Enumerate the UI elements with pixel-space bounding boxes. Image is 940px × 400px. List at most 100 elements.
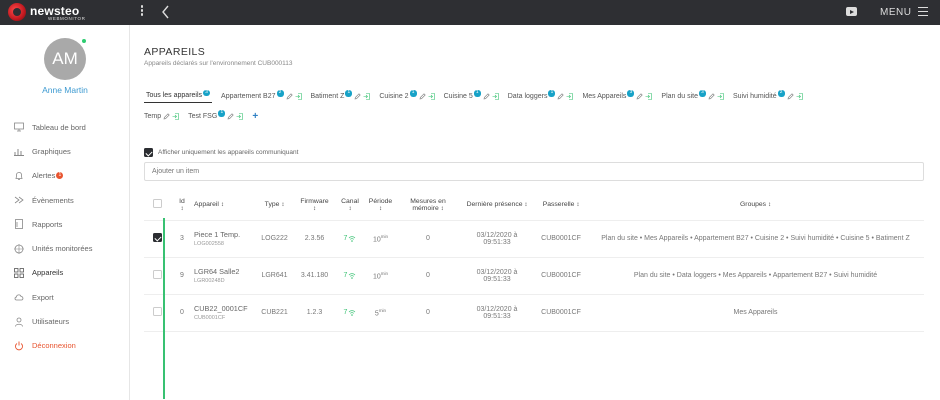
- open-group-icon[interactable]: [492, 92, 499, 100]
- edit-pencil-icon[interactable]: [286, 92, 293, 100]
- sidebar-item-graphiques[interactable]: Graphiques: [14, 139, 129, 163]
- open-group-icon[interactable]: [566, 92, 574, 100]
- period-value: 10: [372, 236, 381, 244]
- tab-group-8[interactable]: Suivi humidité 2: [733, 89, 803, 103]
- edit-pencil-icon[interactable]: [163, 112, 170, 120]
- video-icon[interactable]: [846, 7, 857, 16]
- cloud-upload-icon: [14, 294, 24, 301]
- sidebar-item-deconnexion[interactable]: Déconnexion: [14, 334, 129, 358]
- edit-pencil-icon[interactable]: [708, 92, 715, 100]
- sidebar-item-unites-monitorees[interactable]: Unités monitorées: [14, 236, 129, 260]
- cell-groups: Plan du site • Data loggers • Mes Appare…: [587, 257, 924, 295]
- column-header-measures[interactable]: Mesures en mémoire ↕: [397, 190, 459, 221]
- tab-count-badge: 3: [699, 90, 707, 97]
- sidebar-item-label: Appareils: [32, 268, 64, 278]
- hamburger-icon[interactable]: [918, 7, 928, 16]
- column-header-id[interactable]: Id ↕: [170, 190, 194, 221]
- sidebar-nav: Tableau de bord Graphiques Alertes 1 Évè…: [14, 115, 129, 358]
- open-group-icon[interactable]: [295, 92, 302, 100]
- row-checkbox[interactable]: [152, 233, 162, 242]
- row-select-cell[interactable]: [144, 294, 170, 332]
- sidebar-item-utilisateurs[interactable]: Utilisateurs: [14, 309, 129, 333]
- avatar[interactable]: AM: [44, 38, 86, 80]
- sidebar-item-alertes[interactable]: Alertes 1: [14, 164, 129, 188]
- main-content: APPAREILS Appareils déclarés sur l'envir…: [130, 25, 940, 400]
- user-name[interactable]: Anne Martin: [42, 85, 88, 95]
- sidebar-item-evenements[interactable]: Évènements: [14, 188, 129, 212]
- open-group-icon[interactable]: [428, 92, 435, 100]
- table-row[interactable]: 0 CUB22_0001CF CUB0001CF CUB221 1.2.3 7 5…: [144, 294, 924, 332]
- select-all-checkbox[interactable]: [152, 199, 162, 209]
- edit-pencil-icon[interactable]: [227, 112, 234, 120]
- column-header-type[interactable]: Type ↕: [256, 190, 293, 221]
- tab-label: Cuisine 2: [379, 92, 409, 100]
- edit-pencil-icon[interactable]: [557, 92, 565, 100]
- filter-checkbox[interactable]: [144, 148, 153, 157]
- row-select-cell[interactable]: [144, 220, 170, 258]
- chevron-left-icon[interactable]: [161, 5, 171, 19]
- row-select-cell[interactable]: [144, 257, 170, 295]
- edit-pencil-icon[interactable]: [419, 92, 426, 100]
- sidebar-item-tableau-de-bord[interactable]: Tableau de bord: [14, 115, 129, 139]
- sidebar-item-rapports[interactable]: Rapports: [14, 212, 129, 236]
- table-row[interactable]: 9 LGR64 Salle2 LGR00248D LGR641 3.41.180 …: [144, 257, 924, 295]
- edit-pencil-icon[interactable]: [354, 92, 361, 100]
- crosshair-icon: [14, 243, 24, 254]
- sidebar-item-label: Export: [32, 292, 54, 302]
- edit-pencil-icon[interactable]: [636, 92, 644, 100]
- column-header-last-seen[interactable]: Dernière présence ↕: [459, 190, 535, 221]
- edit-pencil-icon[interactable]: [483, 92, 490, 100]
- table-row[interactable]: 3 Piece 1 Temp. LOG002558 LOG222 2.3.56 7…: [144, 220, 924, 258]
- edit-pencil-icon[interactable]: [787, 92, 794, 100]
- device-code: LGR00248D: [194, 278, 225, 284]
- column-header-firmware[interactable]: Firmware ↕: [293, 190, 336, 221]
- cell-groups: Plan du site • Mes Appareils • Apparteme…: [587, 220, 924, 258]
- page-title: APPAREILS: [144, 46, 206, 58]
- grid-icon: [14, 268, 24, 278]
- filter-label: Afficher uniquement les appareils commun…: [158, 149, 299, 156]
- open-group-icon[interactable]: [236, 112, 244, 120]
- communicating-filter[interactable]: Afficher uniquement les appareils commun…: [144, 148, 298, 157]
- newsteo-logo[interactable]: newsteo WEBMONITOR: [8, 3, 128, 23]
- signal-icon: [349, 236, 356, 242]
- cell-id: 0: [170, 294, 194, 332]
- cell-type: LOG222: [256, 220, 293, 258]
- column-header-period[interactable]: Période ↕: [364, 190, 397, 221]
- tab-group-9[interactable]: Temp: [144, 109, 179, 123]
- period-unit: min: [380, 233, 389, 239]
- open-group-icon[interactable]: [796, 92, 803, 100]
- tab-label: Data loggers: [507, 92, 548, 100]
- tab-group-1[interactable]: Appartement B27 2: [221, 89, 302, 103]
- tab-group-6[interactable]: Mes Appareils 3: [582, 89, 653, 103]
- cell-firmware: 1.2.3: [293, 294, 336, 332]
- row-checkbox[interactable]: [152, 270, 162, 279]
- add-item-input[interactable]: Ajouter un item: [144, 162, 924, 181]
- online-status-icon: [81, 38, 87, 44]
- open-group-icon[interactable]: [645, 92, 653, 100]
- row-checkbox[interactable]: [152, 307, 162, 316]
- open-group-icon[interactable]: [363, 92, 371, 100]
- column-header-groups[interactable]: Groupes ↕: [587, 190, 924, 221]
- select-all-cell[interactable]: [144, 190, 170, 221]
- top-bar: newsteo WEBMONITOR MENU: [0, 0, 940, 25]
- add-group-button[interactable]: +: [252, 110, 259, 122]
- tab-group-10[interactable]: Test FSG 1: [188, 109, 244, 123]
- sidebar-item-export[interactable]: Export: [14, 285, 129, 309]
- tab-group-0[interactable]: Tous les appareils 3: [144, 89, 213, 103]
- menu-button[interactable]: MENU: [880, 7, 912, 18]
- column-header-device[interactable]: Appareil ↕: [194, 190, 256, 221]
- column-header-canal[interactable]: Canal ↕: [336, 190, 364, 221]
- last-seen-time: 09:51:33: [483, 238, 511, 246]
- kebab-menu-icon[interactable]: [139, 5, 145, 19]
- column-header-gateway[interactable]: Passerelle ↕: [535, 190, 587, 221]
- open-group-icon[interactable]: [172, 112, 179, 120]
- tab-group-7[interactable]: Plan du site 3: [661, 89, 724, 103]
- last-seen-time: 09:51:33: [483, 275, 511, 283]
- open-group-icon[interactable]: [717, 92, 724, 100]
- sidebar-item-appareils[interactable]: Appareils: [14, 261, 129, 285]
- cell-last-seen: 03/12/2020 à 09:51:33: [459, 294, 535, 332]
- tab-group-5[interactable]: Data loggers 1: [508, 89, 574, 103]
